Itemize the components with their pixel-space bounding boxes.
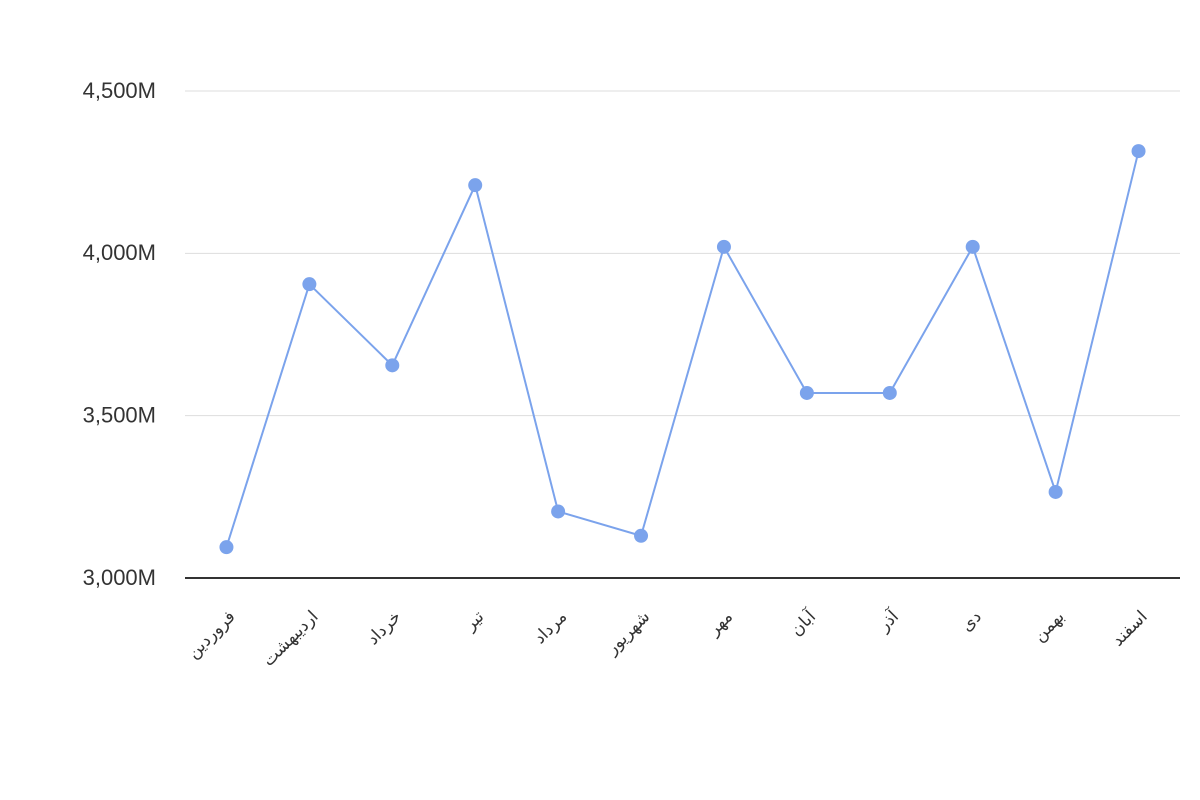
x-tick-label: دی — [957, 607, 986, 636]
x-tick-label: آبان — [785, 605, 821, 641]
x-tick-label: اسفند — [1108, 607, 1152, 651]
x-tick-label: مرداد — [530, 607, 571, 648]
point — [551, 504, 566, 519]
point — [385, 358, 400, 373]
y-tick-label: 4,000M — [83, 240, 156, 265]
point — [882, 385, 897, 400]
x-tick-label: بهمن — [1030, 607, 1069, 646]
x-tick-label: مهر — [704, 607, 737, 640]
point — [1131, 144, 1146, 159]
point — [1048, 484, 1063, 499]
point — [302, 277, 317, 292]
line — [225, 150, 1140, 548]
y-tick-label: 3,000M — [83, 565, 156, 590]
x-tick-label: خرداد — [363, 607, 405, 649]
point — [716, 239, 731, 254]
point — [468, 178, 483, 193]
x-tick-label: فروردین — [184, 607, 240, 663]
x-tick-label: اردیبهشت — [259, 607, 323, 671]
x-tick-label: شهریور — [602, 607, 654, 659]
y-tick-label: 4,500M — [83, 78, 156, 103]
x-tick-label: آذر — [872, 605, 904, 637]
point — [965, 239, 980, 254]
point — [634, 528, 649, 543]
point — [799, 385, 814, 400]
x-tick-label: تیر — [460, 607, 489, 636]
y-tick-label: 3,500M — [83, 402, 156, 427]
point — [219, 540, 234, 555]
